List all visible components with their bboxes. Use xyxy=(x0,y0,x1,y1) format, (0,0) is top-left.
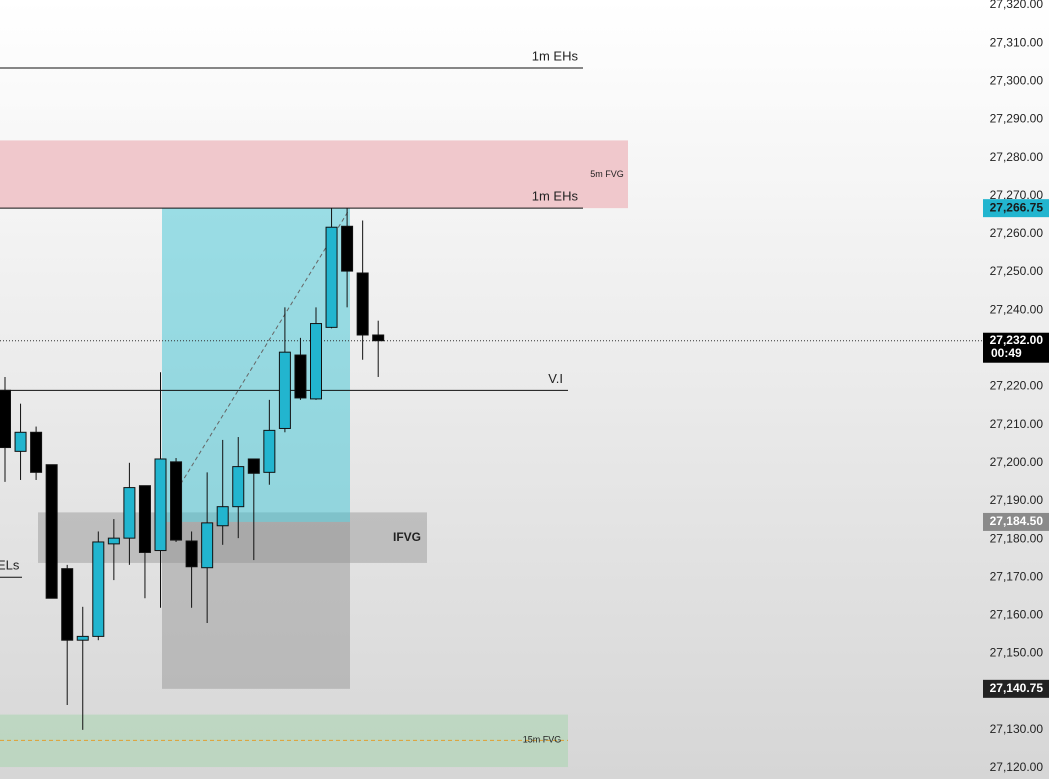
candle-body xyxy=(356,272,369,336)
y-tick-label: 27,270.00 xyxy=(990,188,1044,202)
candle-body xyxy=(138,485,151,553)
candle-body xyxy=(247,458,260,474)
price-tag xyxy=(983,679,1049,698)
y-tick-label: 27,210.00 xyxy=(990,417,1044,431)
level-label: ELs xyxy=(0,558,20,573)
last-price-label: 27,232.00 xyxy=(990,333,1044,347)
candle-body xyxy=(61,568,74,641)
y-tick-label: 27,200.00 xyxy=(990,455,1044,469)
level-label: V.I xyxy=(548,371,563,386)
candle-body xyxy=(341,225,354,272)
price-tag xyxy=(983,199,1049,218)
candle-body xyxy=(232,466,245,508)
price-tag-label: 27,266.75 xyxy=(990,200,1044,214)
y-tick-label: 27,300.00 xyxy=(990,73,1044,87)
price-tag-label: 27,140.75 xyxy=(990,681,1044,695)
candle-body xyxy=(310,323,322,400)
candle-body xyxy=(170,461,183,541)
zone-label: 15m FVG xyxy=(523,735,562,745)
candle-body xyxy=(185,540,198,568)
price-tag xyxy=(983,512,1049,531)
candle-body xyxy=(107,537,120,545)
zone-label: IFVG xyxy=(393,530,421,544)
candle-body xyxy=(45,464,58,599)
y-tick-label: 27,250.00 xyxy=(990,264,1044,278)
countdown: 00:49 xyxy=(991,346,1022,360)
y-tick-label: 27,130.00 xyxy=(990,722,1044,736)
last-price-tag xyxy=(983,332,1049,363)
y-tick-label: 27,160.00 xyxy=(990,608,1044,622)
y-tick-label: 27,190.00 xyxy=(990,493,1044,507)
zone xyxy=(0,140,628,209)
level-label: 1m EHs xyxy=(532,48,579,63)
zone-label: 5m FVG xyxy=(590,169,624,179)
y-tick-label: 27,310.00 xyxy=(990,35,1044,49)
candle-body xyxy=(14,431,27,452)
candle-body xyxy=(76,635,89,641)
y-tick-label: 27,290.00 xyxy=(990,112,1044,126)
candle-body xyxy=(294,354,307,399)
candle-body xyxy=(372,334,385,342)
candle-body xyxy=(0,389,11,449)
price-tag-label: 27,184.50 xyxy=(990,514,1044,528)
candle-body xyxy=(216,506,229,527)
y-tick-label: 27,180.00 xyxy=(990,531,1044,545)
y-tick-label: 27,220.00 xyxy=(990,379,1044,393)
candle-body xyxy=(30,431,43,473)
y-tick-label: 27,320.00 xyxy=(990,0,1044,11)
y-tick-label: 27,170.00 xyxy=(990,569,1044,583)
candle-body xyxy=(123,487,136,539)
candle-body xyxy=(201,522,214,569)
candle-body xyxy=(92,541,105,637)
candle-body xyxy=(154,458,167,552)
candle-body xyxy=(263,429,276,473)
y-tick-label: 27,150.00 xyxy=(990,646,1044,660)
y-tick-label: 27,120.00 xyxy=(990,760,1044,774)
y-tick-label: 27,280.00 xyxy=(990,150,1044,164)
candle-body xyxy=(325,226,338,328)
level-label: 1m EHs xyxy=(532,189,579,204)
candle-body xyxy=(278,351,291,429)
y-tick-label: 27,240.00 xyxy=(990,302,1044,316)
trade-path xyxy=(176,209,350,491)
y-tick-label: 27,260.00 xyxy=(990,226,1044,240)
